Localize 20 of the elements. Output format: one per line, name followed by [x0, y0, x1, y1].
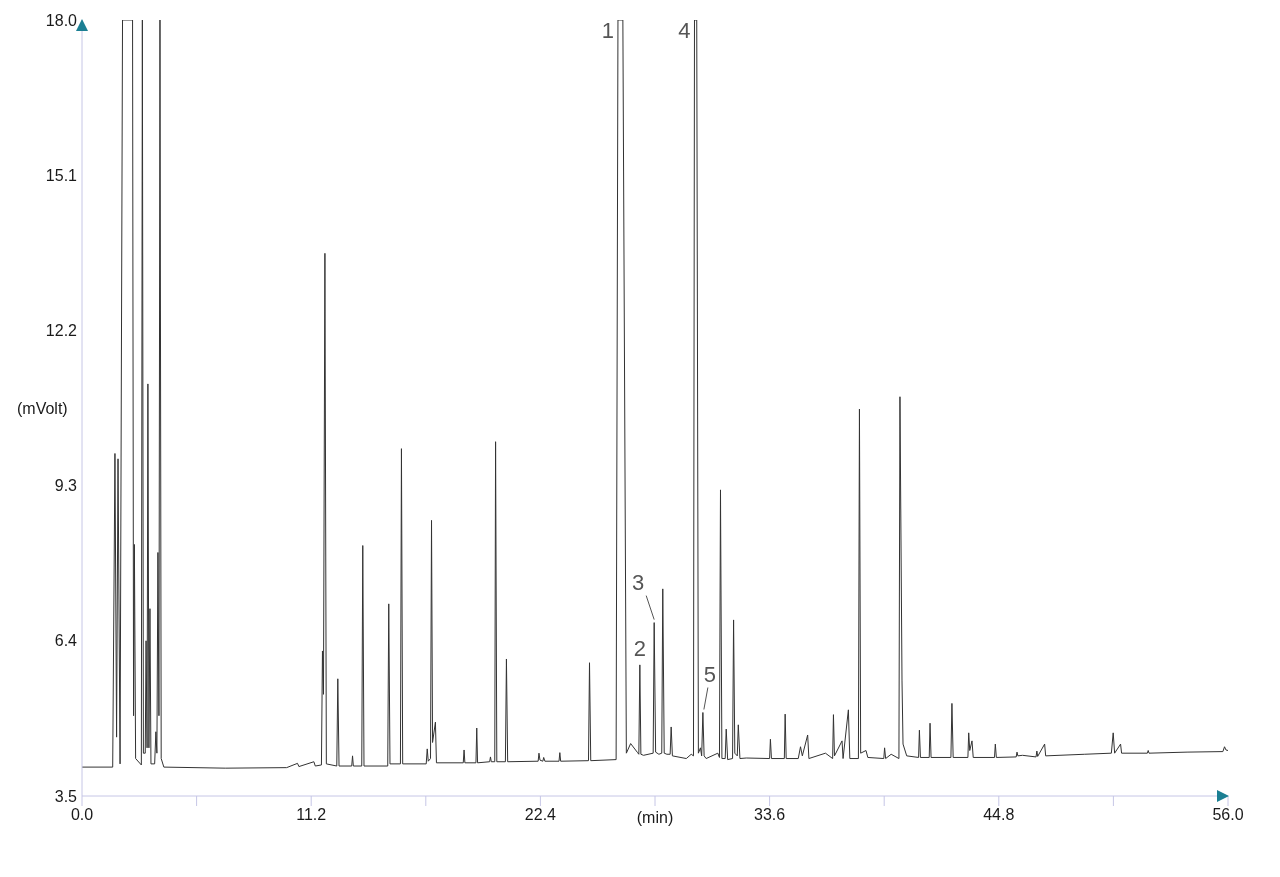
y-tick-label: 18.0 — [45, 11, 78, 29]
y-tick-label: 15.1 — [45, 166, 78, 184]
x-tick-label: 44.8 — [983, 806, 1015, 824]
y-tick-label: 3.5 — [54, 787, 78, 805]
x-tick-label: 33.6 — [754, 806, 786, 824]
x-tick-label: 22.4 — [524, 806, 557, 824]
x-tick-label: 56.0 — [1212, 806, 1244, 824]
y-tick-label: 9.3 — [54, 477, 78, 495]
annotation: 2 — [633, 635, 646, 661]
line-series — [82, 20, 1228, 769]
annotation: 4 — [678, 18, 691, 43]
x-tick-label: 0.0 — [70, 806, 94, 824]
y-axis-title: (mVolt) — [17, 400, 68, 417]
annotation: 5 — [703, 661, 717, 687]
annotation: 1 — [601, 18, 614, 43]
annotation: 3 — [632, 569, 645, 595]
x-tick-label: 11.2 — [296, 806, 327, 824]
y-tick-label: 12.2 — [45, 322, 78, 340]
y-tick-label: 6.4 — [54, 632, 78, 650]
x-axis-title: (min) — [636, 809, 674, 826]
